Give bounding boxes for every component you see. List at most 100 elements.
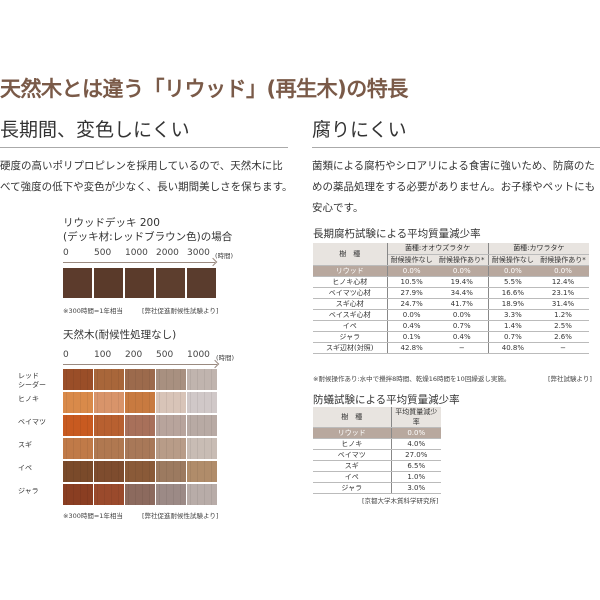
table-cell: 0.0% [387,309,436,321]
table2-title: 防蟻試験による平均質量減少率 [313,394,460,406]
table-cell: スギ [313,460,392,472]
decay-test-table: 樹 種 菌種:オオウズラタケ 菌種:カワラタケ 耐候操作なし 耐候操作あり* 耐… [313,243,589,354]
species-label: レッド シーダー [18,372,46,389]
wood-swatch [94,438,124,459]
table-cell: スギ心材 [313,298,388,310]
wood-swatch [63,415,93,436]
table1-note: ※耐候操作あり:水中で攪拌8時間、乾燥16時間を10回繰返し実施。 [313,375,511,383]
wood-swatch [63,438,93,459]
deck-swatch [63,268,92,298]
table-cell: 16.6% [488,287,538,299]
table-cell: 27.0% [391,449,441,461]
wood-swatch [125,438,155,459]
table-cell: ジャラ [313,482,392,494]
table-cell: 0.0% [537,265,589,277]
wood-swatch [125,392,155,413]
header-group: 菌種:カワラタケ [488,243,589,255]
table-row: ベイマツ心材 27.9% 34.4% 16.6% 23.1% [313,287,589,299]
wood-swatch [156,484,186,505]
natural-note: ※300時間=1年相当 [63,512,123,520]
header-species: 樹 種 [313,407,392,428]
time-tick: 0 [63,350,69,360]
wood-swatch [94,484,124,505]
wood-swatch [63,369,93,390]
table-cell: 0.4% [435,331,489,343]
divider [312,147,600,148]
wood-swatch [63,461,93,482]
time-tick: 1000 [125,248,148,258]
table-cell: 6.5% [391,460,441,472]
species-label: スギ [18,441,32,449]
table-row: スギ辺材(対照) 42.8% −40.8% − [313,342,589,354]
natural-source: [弊社促進耐候性試験より] [142,512,219,520]
wood-swatch [187,461,217,482]
wood-swatch [156,415,186,436]
header-group: 菌種:オオウズラタケ [387,243,489,255]
deck-subtitle: (デッキ材:レッドブラウン色)の場合 [63,231,233,243]
table-cell: 0.0% [387,265,436,277]
table-cell: 19.4% [435,276,489,288]
header-sub: 耐候操作なし [488,254,538,266]
table-cell: 1.4% [488,320,538,332]
time-tick: 500 [94,248,112,258]
table-cell: 1.0% [391,471,441,483]
wood-swatch [63,484,93,505]
table-cell: スギ辺材(対照) [313,342,388,354]
deck-title: リウッドデッキ 200 [63,217,160,229]
table-row: ヒノキ 4.0% [313,438,441,450]
natural-title: 天然木(耐候性処理なし) [63,329,177,341]
table1-title: 長期腐朽試験による平均質量減少率 [313,228,481,240]
table-row: リウッド 0.0% [313,427,441,439]
wood-swatch [156,438,186,459]
table-cell: − [435,342,489,354]
body-line: 菌類による腐朽やシロアリによる食害に強いため、防腐のた [312,160,595,172]
wood-swatch [156,369,186,390]
table-row: ヒノキ心材 10.5% 19.4% 5.5% 12.4% [313,276,589,288]
table-cell: 18.9% [488,298,538,310]
time-tick: 0 [63,248,69,258]
table-cell: ベイマツ心材 [313,287,388,299]
table-row: ベイスギ心材 0.0% 0.0% 3.3% 1.2% [313,309,589,321]
table-cell: ヒノキ [313,438,392,450]
body-line: べて強度の低下や変色が少なく、長い期間美しさを保ちます。 [0,181,293,193]
header-species: 樹 種 [313,243,388,266]
table-cell: − [537,342,589,354]
species-label: イペ [18,464,32,472]
time-tick: 500 [156,350,174,360]
deck-swatch [156,268,185,298]
divider [0,147,288,148]
table-cell: イペ [313,471,392,483]
wood-swatch [94,461,124,482]
table-row: スギ心材 24.7% 41.7% 18.9% 31.4% [313,298,589,310]
table-cell: 5.5% [488,276,538,288]
table-cell: 10.5% [387,276,436,288]
table-cell: リウッド [313,427,392,439]
wood-swatch [94,369,124,390]
table-cell: 24.7% [387,298,436,310]
wood-swatch [156,392,186,413]
deck-note: ※300時間=1年相当 [63,307,123,315]
species-label: ベイマツ [18,418,46,426]
table-cell: 40.8% [488,342,538,354]
table-cell: ヒノキ心材 [313,276,388,288]
table-cell: ベイマツ [313,449,392,461]
header-rate: 平均質量減少率 [391,407,441,428]
wood-swatch [94,392,124,413]
table-cell: 0.7% [435,320,489,332]
table-row: イペ 0.4% 0.7% 1.4% 2.5% [313,320,589,332]
table-cell: 34.4% [435,287,489,299]
species-label: ジャラ [18,487,39,495]
table-cell: 3.0% [391,482,441,494]
table-row: スギ 6.5% [313,460,441,472]
table-row: ジャラ 3.0% [313,482,441,494]
table-cell: 27.9% [387,287,436,299]
header-sub: 耐候操作なし [387,254,436,266]
time-tick: 1000 [187,350,210,360]
table2-source: [京都大学木質科学研究所] [362,497,439,505]
table-cell: 0.1% [387,331,436,343]
wood-swatch [63,392,93,413]
time-tick: 2000 [156,248,179,258]
table-cell: 0.4% [387,320,436,332]
wood-swatch [187,415,217,436]
wood-swatch [94,415,124,436]
